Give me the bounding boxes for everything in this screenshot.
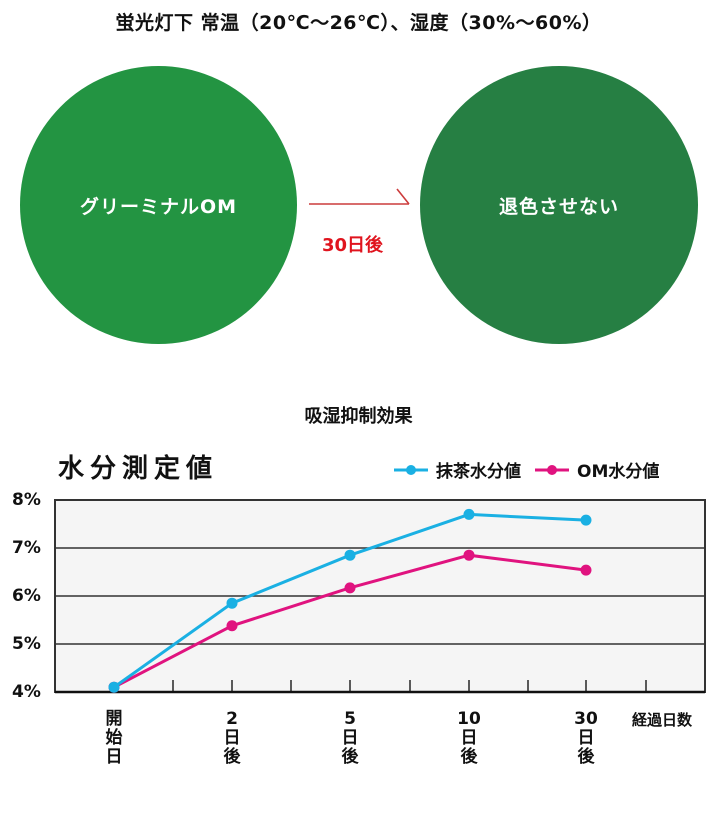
right-circle-label: 退色させない — [498, 195, 619, 218]
data-point — [344, 582, 356, 594]
arrow-icon — [309, 188, 410, 205]
arrow-label: 30日後 — [322, 235, 384, 256]
section-title: 吸湿抑制効果 — [304, 406, 413, 427]
right-circle: 退色させない — [420, 66, 698, 344]
data-point — [226, 597, 238, 609]
ytick-8: 8% — [12, 490, 41, 510]
chart-legend: 抹茶水分値 OM水分値 — [380, 457, 659, 482]
left-circle: グリーミナルOM — [20, 66, 297, 344]
legend-cyan-line-icon — [394, 464, 428, 475]
left-circle-label: グリーミナルOM — [79, 195, 238, 218]
ytick-5: 5% — [12, 634, 41, 654]
page-title: 蛍光灯下 常温（20℃〜26℃）、湿度（30%〜60%） — [115, 12, 602, 34]
ytick-4: 4% — [12, 682, 41, 702]
chart-title: 水分測定値 — [58, 454, 219, 484]
data-point — [463, 549, 475, 561]
legend-label-matcha: 抹茶水分値 — [436, 462, 521, 482]
x-tick-label: 30 日後 — [574, 709, 598, 767]
data-point — [344, 549, 356, 561]
ytick-7: 7% — [12, 538, 41, 558]
legend-label-om: OM水分値 — [577, 462, 660, 482]
legend-item-matcha: 抹茶水分値 — [394, 457, 521, 482]
gridlines — [55, 547, 705, 645]
x-tick-label: 開始日 — [105, 709, 123, 767]
legend-magenta-line-icon — [535, 464, 569, 475]
data-point — [580, 564, 592, 576]
legend-item-om: OM水分値 — [535, 457, 659, 482]
data-point — [226, 620, 238, 632]
data-point — [463, 508, 475, 520]
x-axis-title: 経過日数 — [632, 711, 693, 729]
data-point — [108, 681, 120, 693]
data-point — [580, 514, 592, 526]
x-ticks — [172, 680, 647, 692]
series-matcha — [108, 508, 592, 693]
series-layer — [108, 508, 592, 693]
x-tick-label: 10 日後 — [457, 709, 481, 767]
ytick-6: 6% — [12, 586, 41, 606]
